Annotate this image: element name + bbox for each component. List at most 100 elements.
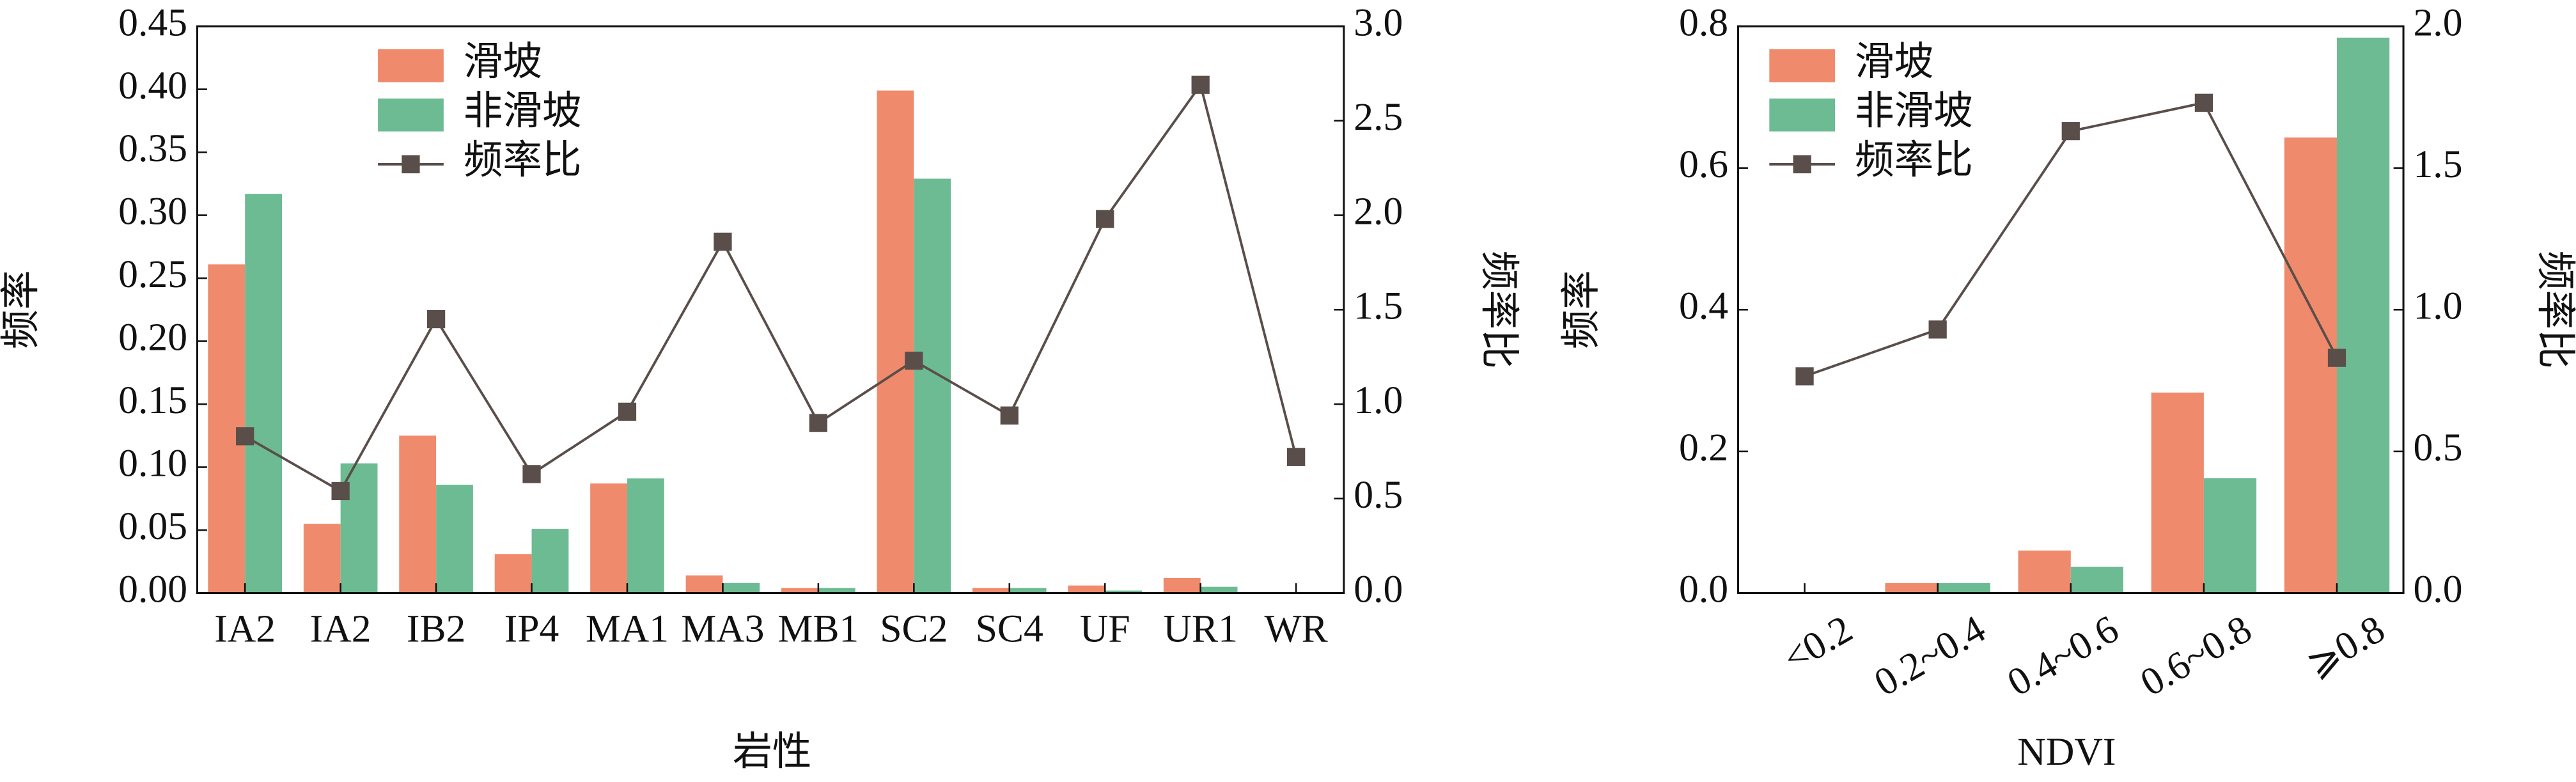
bar (685, 575, 723, 593)
bar (818, 588, 855, 593)
y2-tick-label: 0.5 (1354, 473, 1403, 517)
x-tick-label: 0.4~0.6 (2000, 607, 2125, 705)
y-tick-label: 0.10 (118, 442, 187, 485)
bar (2070, 567, 2124, 593)
legend-marker (1793, 155, 1811, 174)
y-tick-label: 0.40 (118, 64, 187, 107)
x-tick-label: SC2 (880, 607, 948, 650)
marker (236, 427, 254, 446)
marker (522, 465, 541, 483)
y2-tick-label: 0.5 (2413, 426, 2462, 469)
x-tick-label: UF (1080, 607, 1130, 650)
bar (2203, 478, 2257, 593)
y-tick-label: 0.05 (118, 504, 187, 548)
bar (303, 524, 341, 593)
bar (531, 529, 569, 593)
y-tick-label: 0.2 (1679, 426, 1728, 469)
bar (245, 194, 283, 593)
y2-tick-label: 2.5 (1354, 95, 1403, 139)
y2-tick-label: 0.0 (2413, 568, 2462, 611)
legend-label: 非滑坡 (1855, 90, 1973, 133)
x-tick-label: IA2 (310, 607, 371, 650)
y-tick-label: 0.20 (118, 316, 187, 359)
y-tick-label: 0.8 (1679, 1, 1728, 44)
y2-tick-label: 1.0 (1354, 379, 1403, 422)
legend-swatch (1769, 98, 1836, 132)
legend-label: 滑坡 (1855, 40, 1933, 84)
bar (972, 588, 1010, 593)
x-tick-label: IB2 (407, 607, 465, 650)
bar (590, 483, 627, 593)
y-axis-label: 频率 (0, 270, 43, 349)
x-tick-label: SC4 (976, 607, 1043, 650)
bar (1105, 590, 1143, 593)
legend-swatch (378, 98, 444, 132)
marker (1000, 406, 1019, 425)
y-tick-label: 0.25 (118, 253, 187, 296)
y-tick-label: 0.0 (1679, 568, 1728, 611)
legend-label: 频率比 (464, 139, 582, 182)
legend-label: 频率比 (1855, 139, 1973, 182)
bar (1068, 585, 1105, 593)
y2-tick-label: 2.0 (2413, 1, 2462, 44)
bar (877, 90, 914, 593)
legend-label: 非滑坡 (464, 90, 582, 133)
marker (1096, 210, 1114, 228)
marker (1287, 448, 1306, 466)
x-tick-label: 0.6~0.8 (2134, 607, 2259, 705)
legend-label: 滑坡 (464, 40, 542, 84)
x-tick-label: 0.2~0.4 (1867, 607, 1992, 705)
bar (2018, 551, 2071, 593)
marker (2061, 121, 2080, 141)
y-tick-label: 0.45 (118, 1, 187, 44)
y-tick-label: 0.30 (118, 190, 187, 233)
y-tick-label: 0.15 (118, 379, 187, 422)
y2-axis-label: 频率比 (1477, 251, 1520, 369)
marker (2327, 348, 2346, 367)
y2-axis-label: 频率比 (2533, 251, 2576, 369)
y-tick-label: 0.6 (1679, 143, 1728, 186)
marker (331, 481, 350, 501)
bar (914, 178, 951, 593)
line (244, 82, 1297, 493)
bar (436, 485, 473, 593)
marker (2194, 93, 2213, 112)
x-tick-label: MA3 (681, 607, 764, 650)
bar (627, 478, 664, 593)
marker (426, 309, 446, 329)
bar (2337, 37, 2390, 593)
bar (1200, 586, 1238, 593)
bar (781, 588, 818, 593)
y2-tick-label: 1.5 (1354, 284, 1403, 327)
y-axis-label: 频率 (1560, 270, 1604, 349)
bar (1163, 577, 1201, 593)
y2-tick-label: 0.0 (1354, 568, 1403, 611)
x-axis-label: NDVI (2017, 730, 2116, 774)
legend-marker (402, 155, 420, 174)
x-tick-label: IP4 (504, 607, 559, 650)
y2-tick-label: 1.0 (2413, 284, 2462, 327)
x-tick-label: <0.2 (1776, 607, 1860, 681)
marker (618, 402, 637, 421)
bar (722, 583, 760, 593)
legend-swatch (1769, 49, 1836, 82)
y2-tick-label: 3.0 (1354, 1, 1403, 44)
x-axis-label: 岩性 (733, 730, 811, 774)
legend-swatch (378, 49, 444, 82)
x-tick-label: IA2 (214, 607, 276, 650)
x-tick-label: MB1 (777, 607, 859, 650)
marker (809, 414, 828, 432)
marker (1795, 367, 1814, 386)
bar (2151, 392, 2204, 593)
bar (1937, 583, 1990, 593)
x-tick-label: UR1 (1163, 607, 1237, 650)
y2-tick-label: 1.5 (2413, 143, 2462, 186)
bar (1885, 583, 1938, 593)
marker (905, 351, 923, 370)
bar (494, 554, 532, 593)
marker (1191, 75, 1210, 94)
y-tick-label: 0.4 (1679, 284, 1728, 327)
x-tick-label: WR (1264, 607, 1328, 650)
